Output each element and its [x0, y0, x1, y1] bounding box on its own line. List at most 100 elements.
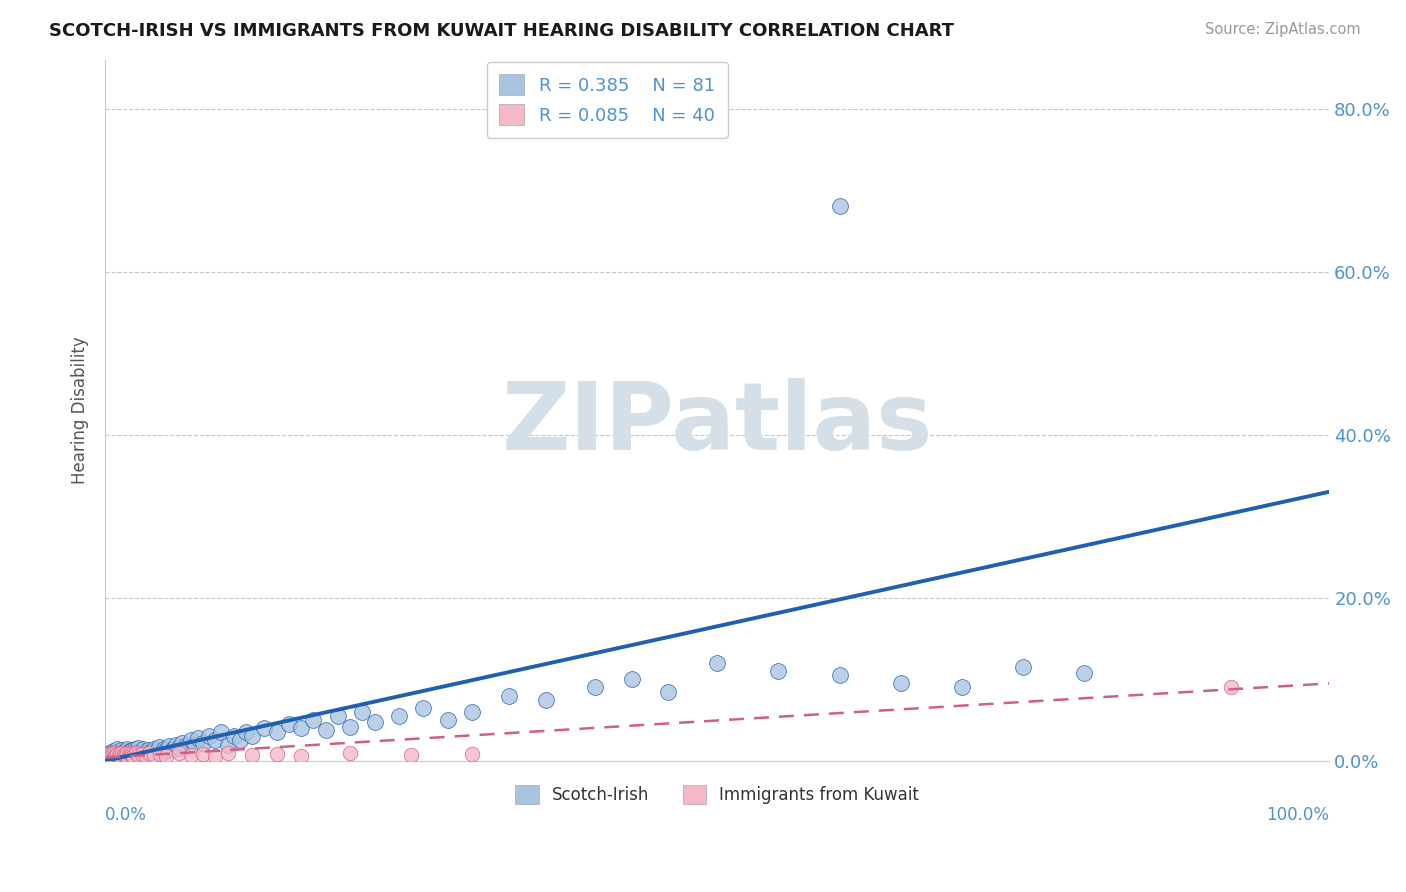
Point: [950, 681, 973, 695]
Point: [155, 743, 177, 757]
Point: [191, 736, 214, 750]
Point: [111, 746, 134, 760]
Point: [108, 747, 131, 761]
Point: [266, 725, 288, 739]
Point: [174, 739, 197, 754]
Point: [122, 748, 145, 763]
Point: [352, 705, 374, 719]
Point: [110, 749, 132, 764]
Point: [890, 676, 912, 690]
Point: [135, 748, 157, 763]
Point: [114, 747, 136, 762]
Point: [128, 746, 150, 760]
Point: [198, 730, 221, 744]
Point: [620, 673, 643, 687]
Point: [339, 720, 361, 734]
Point: [180, 748, 202, 763]
Text: Source: ZipAtlas.com: Source: ZipAtlas.com: [1205, 22, 1361, 37]
Point: [498, 689, 520, 703]
Point: [150, 746, 173, 760]
Point: [204, 733, 226, 747]
Point: [117, 746, 139, 760]
Point: [107, 748, 129, 763]
Point: [122, 746, 145, 760]
Point: [240, 748, 263, 763]
Point: [222, 730, 245, 744]
Point: [100, 748, 122, 763]
Point: [290, 748, 312, 763]
Point: [105, 748, 128, 763]
Point: [143, 741, 166, 756]
Point: [183, 738, 205, 752]
Point: [125, 747, 148, 761]
Point: [583, 681, 606, 695]
Point: [132, 742, 155, 756]
Point: [127, 740, 149, 755]
Point: [157, 739, 180, 754]
Point: [388, 709, 411, 723]
Point: [657, 684, 679, 698]
Point: [97, 746, 120, 760]
Point: [167, 740, 190, 755]
Point: [235, 725, 257, 739]
Point: [828, 199, 851, 213]
Point: [266, 747, 288, 762]
Text: 0.0%: 0.0%: [105, 806, 148, 824]
Point: [124, 741, 146, 756]
Point: [191, 747, 214, 762]
Point: [149, 747, 172, 762]
Point: [125, 747, 148, 762]
Point: [412, 701, 434, 715]
Point: [103, 747, 125, 761]
Legend: Scotch-Irish, Immigrants from Kuwait: Scotch-Irish, Immigrants from Kuwait: [508, 776, 928, 812]
Point: [145, 744, 167, 758]
Point: [211, 725, 233, 739]
Point: [136, 743, 159, 757]
Point: [110, 743, 132, 757]
Point: [165, 738, 187, 752]
Point: [706, 656, 728, 670]
Point: [768, 664, 790, 678]
Point: [1012, 660, 1035, 674]
Point: [363, 714, 385, 729]
Point: [229, 733, 252, 747]
Point: [290, 721, 312, 735]
Text: 100.0%: 100.0%: [1267, 806, 1329, 824]
Point: [101, 747, 124, 761]
Point: [138, 747, 160, 761]
Point: [104, 746, 127, 760]
Point: [118, 744, 141, 758]
Point: [162, 741, 184, 756]
Point: [437, 713, 460, 727]
Point: [115, 748, 138, 763]
Point: [180, 733, 202, 747]
Point: [121, 743, 143, 757]
Point: [302, 713, 325, 727]
Point: [217, 747, 239, 761]
Point: [104, 748, 127, 763]
Point: [339, 747, 361, 761]
Point: [172, 736, 194, 750]
Point: [114, 744, 136, 758]
Point: [148, 739, 170, 754]
Point: [117, 749, 139, 764]
Point: [101, 744, 124, 758]
Point: [112, 748, 135, 763]
Point: [187, 731, 209, 745]
Point: [100, 747, 122, 762]
Point: [112, 746, 135, 760]
Point: [103, 749, 125, 764]
Point: [127, 748, 149, 763]
Text: SCOTCH-IRISH VS IMMIGRANTS FROM KUWAIT HEARING DISABILITY CORRELATION CHART: SCOTCH-IRISH VS IMMIGRANTS FROM KUWAIT H…: [49, 22, 955, 40]
Point: [399, 748, 422, 763]
Point: [131, 744, 153, 758]
Point: [107, 747, 129, 762]
Point: [253, 721, 276, 735]
Point: [240, 730, 263, 744]
Text: ZIPatlas: ZIPatlas: [502, 378, 934, 470]
Point: [111, 747, 134, 761]
Point: [117, 741, 139, 756]
Point: [108, 747, 131, 762]
Point: [315, 723, 337, 737]
Point: [1073, 665, 1095, 680]
